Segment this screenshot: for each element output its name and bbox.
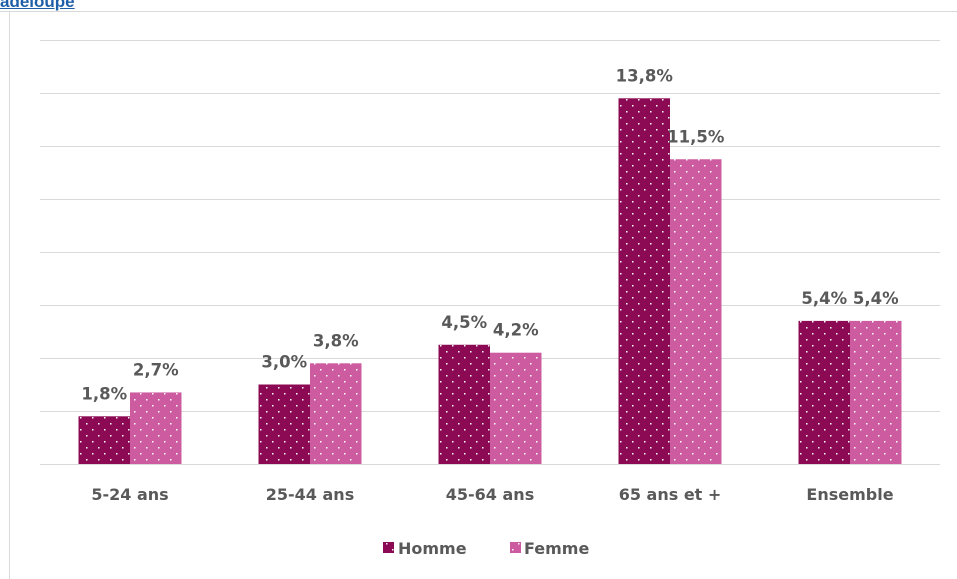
legend-swatch-femme <box>510 542 521 553</box>
x-tick-label: 25-44 ans <box>266 485 354 504</box>
x-tick-label: 5-24 ans <box>91 485 168 504</box>
frame-top-border <box>0 11 957 12</box>
frame-left-border <box>9 11 10 579</box>
bar-homme <box>438 344 490 464</box>
bar-femme <box>490 352 542 464</box>
x-tick-label: 65 ans et + <box>619 485 722 504</box>
legend-swatch-homme <box>383 542 394 553</box>
legend-label-femme: Femme <box>524 539 589 558</box>
gridlines <box>40 40 940 465</box>
legend: Homme Femme <box>383 539 589 558</box>
data-label-homme: 3,0% <box>261 353 307 372</box>
bars <box>78 98 902 465</box>
data-label-femme: 3,8% <box>313 331 359 350</box>
bar-homme <box>78 416 130 464</box>
x-tick-label: Ensemble <box>806 485 893 504</box>
bar-femme <box>130 392 182 464</box>
bar-femme <box>850 320 902 464</box>
data-label-homme: 1,8% <box>81 384 127 403</box>
data-label-femme: 5,4% <box>853 289 899 308</box>
data-label-femme: 11,5% <box>667 127 725 146</box>
data-label-homme: 13,8% <box>616 66 674 85</box>
bar-homme <box>618 98 670 465</box>
data-label-femme: 2,7% <box>133 360 179 379</box>
data-label-homme: 5,4% <box>801 289 847 308</box>
bar-homme <box>798 320 850 464</box>
bar-homme <box>258 384 310 464</box>
x-tick-labels: 5-24 ans 25-44 ans 45-64 ans 65 ans et + Ens… <box>91 485 893 504</box>
legend-label-homme: Homme <box>398 539 467 558</box>
bar-femme <box>310 363 362 464</box>
partial-header-link[interactable]: adeloupe <box>0 0 75 11</box>
data-label-femme: 4,2% <box>493 321 539 340</box>
x-tick-label: 45-64 ans <box>446 485 534 504</box>
bar-femme <box>670 159 722 464</box>
value-labels: 1,8% 2,7% 3,0% 3,8% 4,5% 4,2% 13,8% 11,5% 5,4% 5,… <box>81 66 899 403</box>
data-label-homme: 4,5% <box>441 313 487 332</box>
